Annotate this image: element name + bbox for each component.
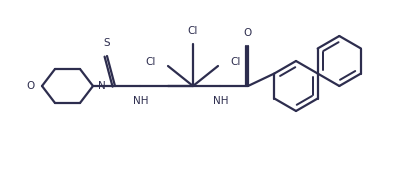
Text: Cl: Cl xyxy=(230,57,241,67)
Text: Cl: Cl xyxy=(146,57,156,67)
Text: NH: NH xyxy=(133,96,149,106)
Text: S: S xyxy=(104,38,110,48)
Text: O: O xyxy=(27,81,35,91)
Text: NH: NH xyxy=(213,96,229,106)
Text: N: N xyxy=(98,81,106,91)
Text: Cl: Cl xyxy=(188,26,198,36)
Text: O: O xyxy=(244,28,252,38)
